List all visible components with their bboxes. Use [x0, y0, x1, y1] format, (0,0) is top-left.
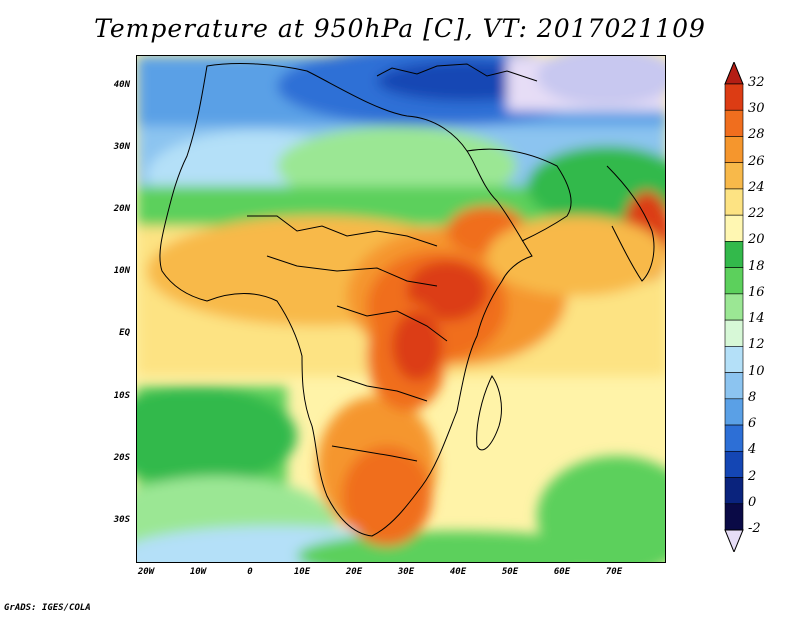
colorbar-label: 26 [748, 153, 765, 169]
y-tick-10n: 10N [113, 266, 130, 276]
colorbar-swatch [724, 450, 744, 478]
colorbar-swatch [724, 214, 744, 242]
colorbar-swatch [724, 398, 744, 426]
colorbar-label: 24 [748, 179, 765, 195]
colorbar-label: 2 [748, 468, 757, 484]
colorbar-swatch [724, 346, 744, 373]
colorbar-swatch [724, 188, 744, 216]
colorbar-label: 28 [748, 127, 765, 143]
x-tick-60e: 60E [553, 567, 571, 577]
x-tick-10w: 10W [189, 567, 207, 577]
credit-label: GrADS: IGES/COLA [4, 603, 91, 613]
colorbar-label: 12 [748, 337, 765, 353]
colorbar-label: -2 [748, 521, 761, 536]
colorbar-top-arrow [724, 62, 744, 85]
colorbar-swatch [724, 372, 744, 400]
x-tick-20w: 20W [137, 567, 155, 577]
x-tick-50e: 50E [501, 567, 519, 577]
map-canvas [137, 56, 665, 562]
x-tick-30e: 30E [397, 567, 415, 577]
colorbar-swatch [724, 319, 744, 347]
colorbar-label: 10 [748, 363, 765, 379]
chart-title: Temperature at 950hPa [C], VT: 201702110… [94, 14, 706, 43]
temperature-field [137, 56, 665, 562]
colorbar-label: 8 [748, 389, 757, 405]
y-tick-20n: 20N [113, 204, 130, 214]
colorbar-swatch [724, 503, 744, 531]
colorbar-label: 18 [748, 258, 765, 274]
x-tick-70e: 70E [605, 567, 623, 577]
colorbar-label: 16 [748, 284, 765, 300]
colorbar-label: 0 [748, 494, 757, 510]
colorbar-label: 30 [748, 101, 765, 117]
colorbar-swatch [724, 477, 744, 505]
x-tick-40e: 40E [449, 567, 467, 577]
colorbar-swatch [724, 293, 744, 321]
x-tick-10e: 10E [293, 567, 311, 577]
colorbar-swatch [724, 267, 744, 295]
y-tick-10s: 10S [113, 391, 130, 401]
coastlines [159, 63, 655, 537]
colorbar-label: 6 [748, 416, 757, 432]
x-tick-20e: 20E [345, 567, 363, 577]
colorbar-label: 20 [748, 232, 765, 248]
colorbar-swatch [724, 241, 744, 268]
colorbar [724, 62, 744, 552]
colorbar-swatch [724, 424, 744, 452]
y-tick-eq: EQ [119, 328, 130, 338]
colorbar-label: 22 [748, 206, 765, 222]
y-tick-20s: 20S [113, 453, 130, 463]
y-tick-40n: 40N [113, 80, 130, 90]
colorbar-swatch [724, 162, 744, 190]
colorbar-label: 32 [748, 75, 765, 90]
colorbar-swatch [724, 136, 744, 164]
colorbar-swatch [724, 109, 744, 137]
colorbar-bottom-arrow [724, 529, 744, 552]
y-tick-30n: 30N [113, 142, 130, 152]
colorbar-label: 14 [748, 311, 765, 327]
x-tick-0: 0 [247, 567, 253, 577]
temperature-map [136, 55, 666, 563]
colorbar-label: 4 [748, 442, 757, 458]
colorbar-swatch [724, 83, 744, 111]
y-tick-30s: 30S [113, 515, 130, 525]
